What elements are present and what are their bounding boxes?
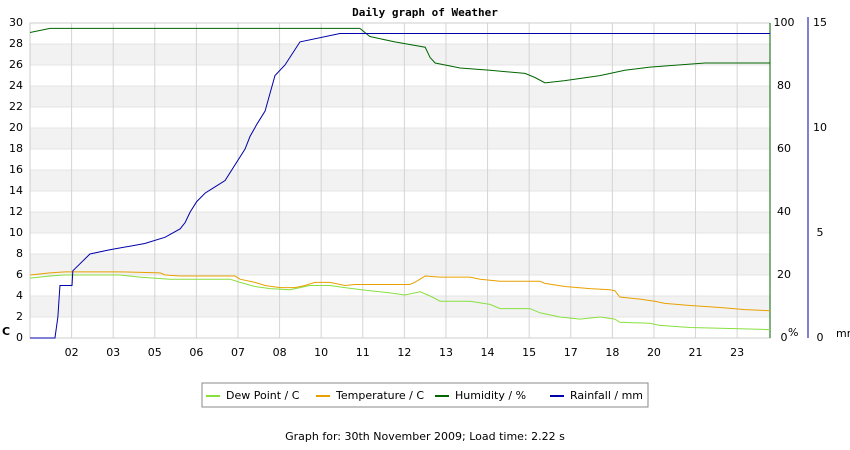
x-tick-label: 08: [273, 346, 287, 359]
y-tick-label: 16: [9, 163, 23, 176]
x-tick-label: 02: [65, 346, 79, 359]
y2-tick-label: 40: [777, 205, 791, 218]
y2-tick-label: 100: [774, 16, 795, 29]
series-line: [29, 271, 771, 312]
grid-band: [30, 86, 770, 107]
x-tick-label: 07: [231, 346, 245, 359]
series-line: [30, 33, 770, 339]
grid-band: [30, 254, 770, 275]
caption: Graph for: 30th November 2009; Load time…: [285, 430, 565, 443]
grid-band: [30, 128, 770, 149]
x-tick-label: 14: [481, 346, 495, 359]
series-line: [29, 274, 771, 331]
y3-tick-label: 15: [813, 16, 827, 29]
x-tick-label: 13: [439, 346, 453, 359]
y-tick-label: 20: [9, 121, 23, 134]
y-tick-label: 10: [9, 226, 23, 239]
y-tick-label: 30: [9, 16, 23, 29]
y2-tick-label: 0: [781, 331, 788, 344]
x-tick-label: 06: [189, 346, 203, 359]
y-tick-label: 28: [9, 37, 23, 50]
y2-tick-label: 80: [777, 79, 791, 92]
x-tick-label: 05: [148, 346, 162, 359]
series-line: [29, 27, 770, 84]
y-tick-label: 14: [9, 184, 23, 197]
legend-label: Dew Point / C: [226, 389, 300, 402]
y3-tick-label: 0: [817, 331, 824, 344]
y3-axis-label: mm: [836, 327, 850, 340]
y2-tick-label: 20: [777, 268, 791, 281]
legend-label: Rainfall / mm: [570, 389, 643, 402]
y2-axis-label: %: [788, 326, 798, 339]
x-tick-label: 20: [647, 346, 661, 359]
chart-title: Daily graph of Weather: [352, 6, 498, 19]
x-tick-label: 12: [397, 346, 411, 359]
grid-band: [30, 212, 770, 233]
x-tick-label: 18: [605, 346, 619, 359]
y-tick-label: 8: [16, 247, 23, 260]
x-tick-label: 15: [522, 346, 536, 359]
y-tick-label: 18: [9, 142, 23, 155]
grid-band: [30, 170, 770, 191]
legend-label: Humidity / %: [455, 389, 526, 402]
y-tick-label: 0: [16, 331, 23, 344]
y-tick-label: 4: [16, 289, 23, 302]
x-tick-label: 03: [106, 346, 120, 359]
y-tick-label: 2: [16, 310, 23, 323]
y3-tick-label: 5: [817, 226, 824, 239]
x-tick-label: 23: [730, 346, 744, 359]
legend-box: [201, 382, 649, 408]
y3-tick-label: 10: [813, 121, 827, 134]
y-tick-label: 24: [9, 79, 23, 92]
legend-label: Temperature / C: [335, 389, 424, 402]
x-tick-label: 10: [314, 346, 328, 359]
y-tick-label: 12: [9, 205, 23, 218]
x-tick-label: 17: [564, 346, 578, 359]
y-tick-label: 6: [16, 268, 23, 281]
grid-band: [30, 296, 770, 317]
grid-band: [30, 44, 770, 65]
y-axis-label: C: [2, 325, 10, 338]
y-tick-label: 26: [9, 58, 23, 71]
y2-tick-label: 60: [777, 142, 791, 155]
y-tick-label: 22: [9, 100, 23, 113]
x-tick-label: 21: [689, 346, 703, 359]
x-tick-label: 11: [356, 346, 370, 359]
